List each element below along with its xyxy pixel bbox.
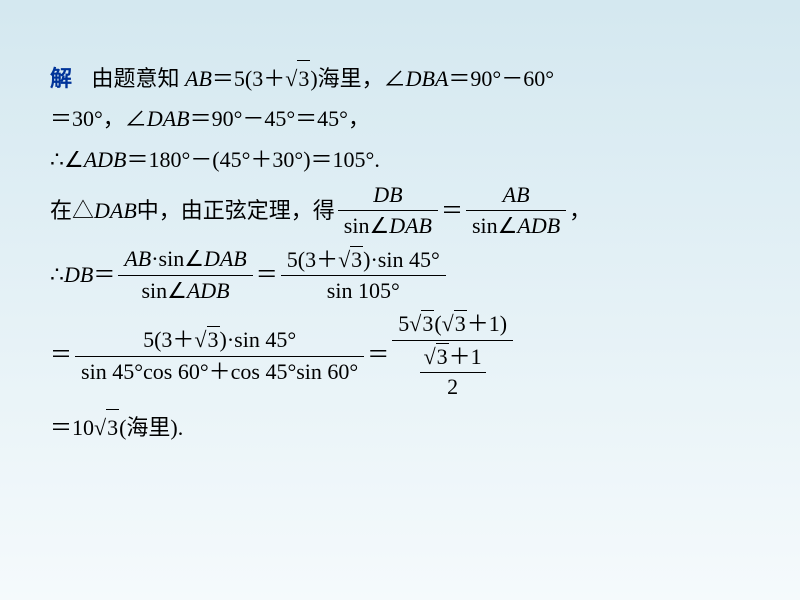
line-4: 在△DAB 中，由正弦定理，得 DB sin∠DAB ＝ AB sin∠ADB …: [50, 182, 750, 240]
sqrt-icon: 3: [338, 246, 363, 273]
fraction: 5(3＋3)·sin 45° sin 105°: [281, 246, 446, 305]
sqrt-icon: 3: [442, 310, 467, 337]
fraction: AB sin∠ADB: [466, 182, 566, 240]
fraction: 53(3＋1) 3＋1 2: [392, 310, 513, 400]
solution-label: 解: [50, 66, 72, 91]
sqrt-icon: 3: [409, 310, 434, 337]
text: 由题意知 AB＝5(3＋3)海里，∠DBA＝90°－60°: [92, 66, 555, 91]
fraction: DB sin∠DAB: [338, 182, 438, 240]
fraction: 5(3＋3)·sin 45° sin 45°cos 60°＋cos 45°sin…: [75, 326, 364, 385]
line-6: ＝ 5(3＋3)·sin 45° sin 45°cos 60°＋cos 45°s…: [50, 310, 750, 400]
sqrt-icon: 3: [94, 409, 119, 446]
line-2: ＝30°，∠DAB＝90°－45°＝45°，: [50, 101, 750, 137]
line-5: ∴DB＝ AB·sin∠DAB sin∠ADB ＝ 5(3＋3)·sin 45°…: [50, 246, 750, 305]
line-7: ＝103(海里).: [50, 409, 750, 446]
fraction: AB·sin∠DAB sin∠ADB: [118, 246, 252, 304]
line-1: 解 由题意知 AB＝5(3＋3)海里，∠DBA＝90°－60°: [50, 60, 750, 97]
sqrt-icon: 3: [194, 326, 219, 353]
sqrt-icon: 3: [424, 343, 449, 370]
sqrt-icon: 3: [285, 60, 310, 97]
nested-fraction: 3＋1 2: [420, 343, 486, 401]
line-3: ∴∠ADB＝180°－(45°＋30°)＝105°.: [50, 142, 750, 178]
